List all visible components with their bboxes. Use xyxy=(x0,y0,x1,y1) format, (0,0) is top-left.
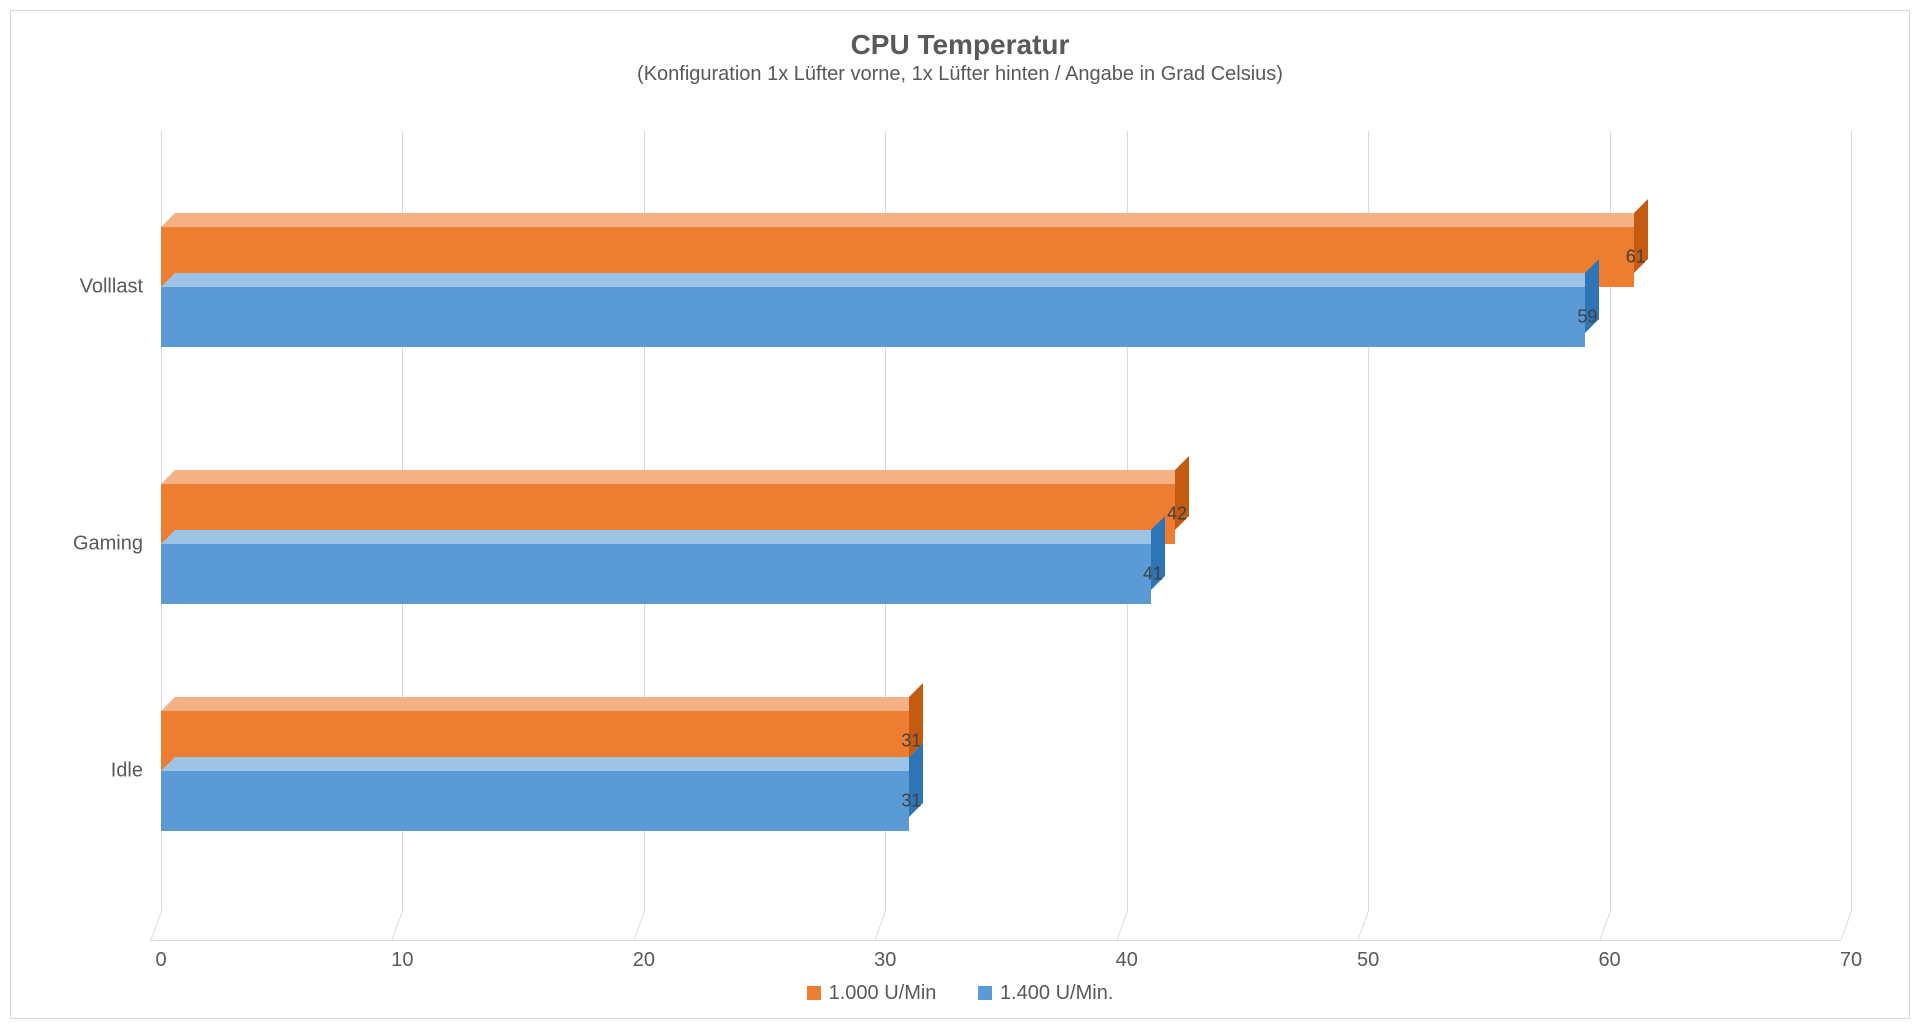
x-axis-tick-label: 20 xyxy=(633,949,655,972)
x-axis-tick-label: 60 xyxy=(1598,949,1620,972)
y-axis-category-label: Volllast xyxy=(80,276,161,299)
title-block: CPU Temperatur (Konfiguration 1x Lüfter … xyxy=(11,11,1909,86)
floor-tick xyxy=(1357,911,1369,941)
legend-label: 1.000 U/Min xyxy=(829,982,937,1005)
bar: 31 xyxy=(161,771,909,831)
legend-label: 1.400 U/Min. xyxy=(1000,982,1113,1005)
bar-value-label: 61 xyxy=(1626,247,1646,268)
x-axis-tick-label: 40 xyxy=(1116,949,1138,972)
y-axis-category-label: Gaming xyxy=(73,533,161,556)
floor-tick xyxy=(1599,911,1611,941)
plot-area: 010203040506070Volllast6159Gaming4241Idl… xyxy=(161,131,1851,911)
x-axis-tick-label: 50 xyxy=(1357,949,1379,972)
legend-swatch xyxy=(807,986,821,1000)
bar-value-label: 41 xyxy=(1143,564,1163,585)
legend-swatch xyxy=(978,986,992,1000)
x-axis-tick-label: 10 xyxy=(391,949,413,972)
bar-value-label: 42 xyxy=(1167,504,1187,525)
bar: 59 xyxy=(161,287,1585,347)
floor-tick xyxy=(1840,911,1852,941)
legend-item: 1.400 U/Min. xyxy=(978,982,1113,1005)
floor-tick xyxy=(150,911,162,941)
legend-item: 1.000 U/Min xyxy=(807,982,937,1005)
chart-legend: 1.000 U/Min 1.400 U/Min. xyxy=(11,982,1909,1007)
bar-front xyxy=(161,771,909,831)
floor-tick xyxy=(633,911,645,941)
chart-title: CPU Temperatur xyxy=(11,29,1909,61)
bar-top-face xyxy=(161,213,1648,227)
x-axis-tick-label: 30 xyxy=(874,949,896,972)
y-axis-category-label: Idle xyxy=(111,759,161,782)
bar-top-face xyxy=(161,470,1189,484)
bar-top-face xyxy=(161,697,923,711)
bar-top-face xyxy=(161,273,1599,287)
bar-front xyxy=(161,544,1151,604)
bar-value-label: 31 xyxy=(901,790,921,811)
bar-front xyxy=(161,287,1585,347)
x-axis-tick-label: 70 xyxy=(1840,949,1862,972)
chart-floor-edge xyxy=(150,940,1840,941)
gridline xyxy=(1851,131,1852,911)
bar-top-face xyxy=(161,757,923,771)
floor-tick xyxy=(1116,911,1128,941)
chart-subtitle: (Konfiguration 1x Lüfter vorne, 1x Lüfte… xyxy=(11,63,1909,86)
chart-container: CPU Temperatur (Konfiguration 1x Lüfter … xyxy=(10,10,1910,1019)
bar-top-face xyxy=(161,530,1165,544)
floor-tick xyxy=(392,911,404,941)
x-axis-tick-label: 0 xyxy=(155,949,166,972)
bar-value-label: 59 xyxy=(1577,307,1597,328)
bar: 41 xyxy=(161,544,1151,604)
floor-tick xyxy=(874,911,886,941)
